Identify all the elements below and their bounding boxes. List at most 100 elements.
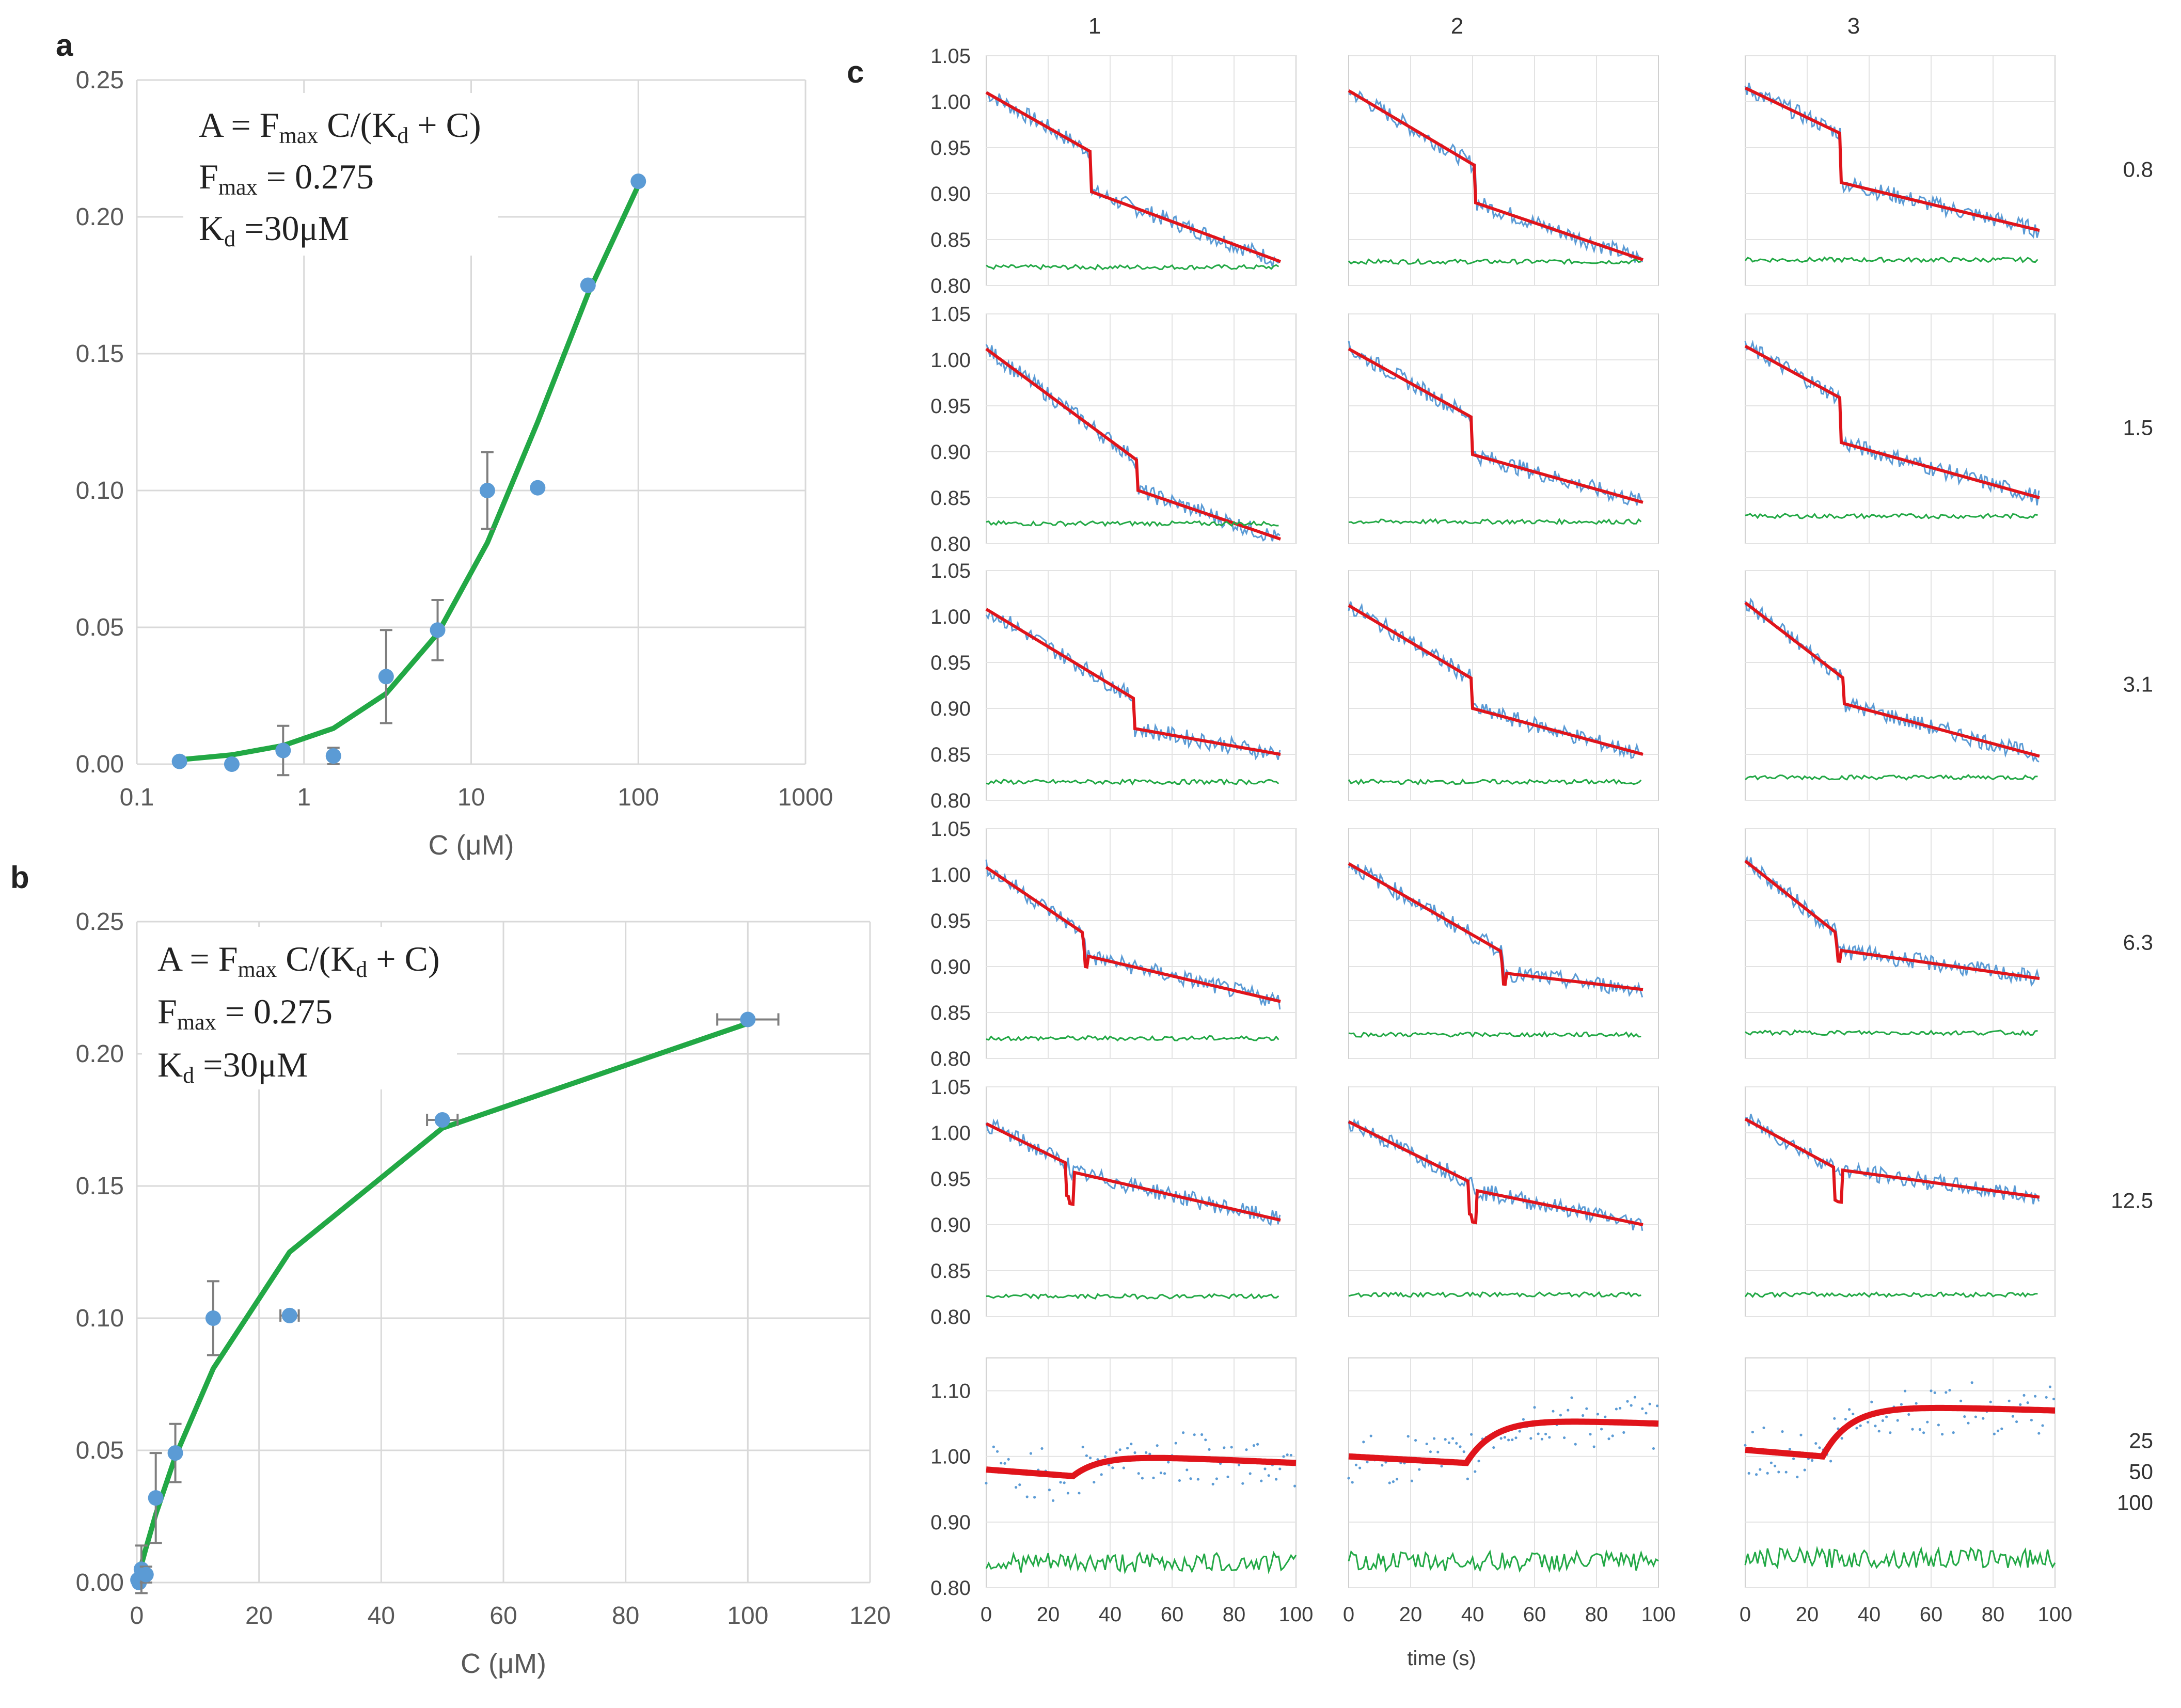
y-tick-label: 0.85	[930, 487, 971, 510]
trace-dot	[2048, 1385, 2051, 1388]
y-tick-label: 0.25	[76, 908, 124, 936]
panel-b-equation: A = Fmax C/(Kd + C) Fmax = 0.275 Kd =30μ…	[157, 939, 440, 1088]
trace-dot	[1474, 1470, 1477, 1473]
trace-dot	[1952, 1431, 1955, 1434]
x-tick-label: 60	[489, 1602, 517, 1630]
trace-dot	[1406, 1435, 1410, 1438]
trace-dot	[1755, 1473, 1758, 1476]
trace-dot	[2008, 1399, 2011, 1402]
trace-dot	[1859, 1424, 1862, 1427]
trace-dot	[1907, 1413, 1910, 1416]
x-tick-label: 120	[849, 1602, 891, 1630]
reference-trace	[1348, 258, 1641, 265]
trace-dot	[1922, 1431, 1925, 1434]
fit-trace	[1348, 862, 1643, 991]
trace-dot	[1230, 1446, 1233, 1449]
equation-line-1: A = Fmax C/(Kd + C)	[157, 939, 440, 982]
reference-trace	[1348, 778, 1642, 786]
y-tick-label: 1.05	[930, 818, 971, 841]
trace-dot	[1615, 1407, 1618, 1411]
trace-dot	[1548, 1436, 1551, 1439]
reference-trace	[1744, 1291, 2038, 1299]
y-tick-label: 0.20	[76, 1040, 124, 1068]
trace-dot	[1652, 1447, 1655, 1450]
trace-dot	[1078, 1492, 1081, 1495]
trace-dot	[1182, 1431, 1185, 1434]
trace-dot	[1585, 1407, 1588, 1410]
trace-dot	[1769, 1461, 1773, 1464]
equation-line-3: Kd =30μM	[157, 1045, 308, 1088]
trace-dot	[1818, 1446, 1821, 1449]
trace-dot	[1814, 1442, 1818, 1445]
row-label: 6.3	[2123, 930, 2153, 955]
y-tick-label: 1.10	[930, 1380, 971, 1403]
trace-dot	[1093, 1481, 1096, 1484]
equation-box	[183, 93, 498, 256]
y-tick-label: 0.80	[930, 533, 971, 556]
trace-dot	[2030, 1418, 2033, 1422]
trace-dot	[1963, 1415, 1966, 1418]
y-tick-label: 0.15	[76, 1173, 124, 1200]
y-tick-label: 1.00	[930, 91, 971, 114]
trace-dot	[1885, 1415, 1888, 1418]
trace-dot	[1784, 1470, 1788, 1474]
x-tick-label: 100	[618, 784, 659, 811]
trace-dot	[1163, 1472, 1166, 1475]
reference-trace	[1348, 1549, 1659, 1574]
trace-dot	[1293, 1484, 1297, 1488]
y-tick-label: 0.90	[930, 956, 971, 978]
data-point	[171, 753, 187, 769]
panel-c-grid: 1 2 3 0.80 0.85 0.90 0.95 1.00 1.05 0.8 0.80 0.85 0.…	[930, 13, 2153, 1670]
trace-dot	[1747, 1472, 1750, 1475]
trace-dot	[1003, 1462, 1006, 1465]
trace-dot	[1066, 1492, 1069, 1495]
trace-dot	[1896, 1419, 1899, 1422]
trace-dot	[1100, 1473, 1103, 1476]
trace-dot	[1967, 1421, 1970, 1425]
x-tick-label: 80	[612, 1602, 639, 1630]
trace-dot	[1033, 1496, 1036, 1499]
trace-dot	[1451, 1437, 1455, 1440]
y-tick-label: 0.90	[930, 1214, 971, 1237]
trace-dot	[1200, 1433, 1204, 1436]
trace-dot	[1915, 1402, 1918, 1405]
fit-trace	[986, 1454, 1297, 1480]
trace-dot	[1792, 1457, 1795, 1460]
data-point	[224, 756, 240, 772]
trace-dot	[1111, 1466, 1114, 1469]
trace-dot	[1870, 1400, 1873, 1403]
fit-trace	[1744, 859, 2040, 980]
fit-trace	[985, 1122, 1281, 1222]
x-tick-label: 100	[1279, 1603, 1314, 1626]
trace-dot	[1256, 1443, 1259, 1446]
trace-dot	[1362, 1441, 1365, 1444]
trace-dot	[1096, 1458, 1099, 1461]
trace-dot	[1459, 1445, 1462, 1448]
trace-dot	[1241, 1482, 1244, 1485]
signal-trace	[1744, 339, 2040, 505]
trace-dot	[2015, 1420, 2018, 1424]
trace-dot	[1762, 1426, 1765, 1429]
equation-box	[142, 927, 457, 1089]
signal-trace	[985, 344, 1281, 542]
trace-dot	[1063, 1481, 1066, 1484]
trace-dot	[1145, 1451, 1148, 1454]
equation-line-2: Fmax = 0.275	[199, 157, 374, 200]
trace-dot	[1989, 1400, 1992, 1403]
trace-dot	[1997, 1429, 2000, 1432]
trace-dot	[1630, 1404, 1633, 1407]
x-tick-label: 60	[1920, 1603, 1943, 1626]
column-header: 3	[1847, 13, 1860, 39]
trace-dot	[1604, 1415, 1607, 1418]
trace-dot	[1152, 1476, 1155, 1479]
y-tick-label: 0.95	[930, 910, 971, 932]
x-tick-label: 0	[130, 1602, 144, 1630]
trace-dot	[1589, 1433, 1592, 1436]
y-tick-label: 0.20	[76, 203, 124, 231]
trace-dot	[1477, 1460, 1480, 1463]
reference-trace	[986, 778, 1279, 786]
trace-dot	[1007, 1458, 1010, 1461]
y-tick-label: 1.00	[930, 1122, 971, 1145]
x-tick-label: 0.1	[120, 784, 154, 811]
row-label: 12.5	[2111, 1189, 2153, 1213]
